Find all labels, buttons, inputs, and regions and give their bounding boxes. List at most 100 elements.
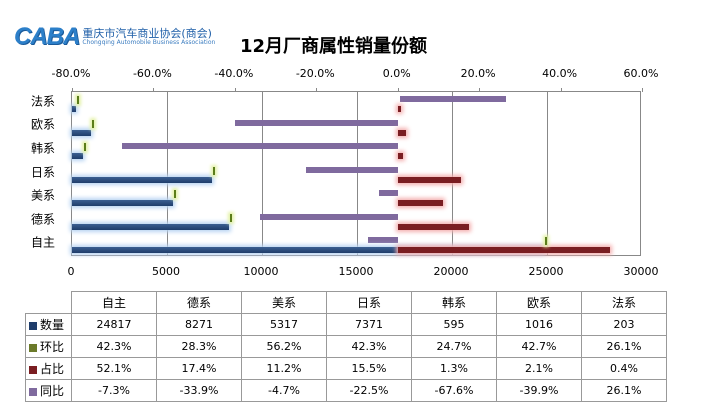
category-label: 法系: [31, 94, 56, 109]
table-cell: 11.2%: [241, 357, 327, 380]
table-corner: [25, 291, 72, 314]
top-axis-tick: [316, 88, 318, 92]
share-bar: [397, 129, 407, 136]
count-bar: [72, 200, 174, 207]
caba-logo: CABA 重庆市汽车商业协会(商会) Chongqing Automobile …: [14, 23, 216, 50]
top-axis-tick-label: 0.0%: [382, 67, 411, 80]
table-cell: 203: [581, 313, 667, 336]
gridline: [357, 92, 358, 255]
bottom-axis-tick-label: 5000: [152, 265, 180, 278]
table-cell: 595: [411, 313, 497, 336]
gridline: [262, 92, 263, 255]
category-label: 自主: [31, 235, 56, 250]
bottom-axis-tick-label: 25000: [528, 265, 564, 278]
bottom-axis-tick-label: 20000: [433, 265, 469, 278]
table-cell: 52.1%: [71, 357, 157, 380]
table-row-header: 环比: [25, 335, 72, 358]
category-label: 日系: [31, 165, 56, 179]
bottom-axis-tick-label: 10000: [243, 265, 279, 278]
table-cell: 42.7%: [496, 335, 582, 358]
share-bar: [397, 200, 444, 207]
legend-swatch-icon: [29, 321, 37, 330]
count-bar: [72, 176, 213, 183]
table-cell: 8271: [156, 313, 242, 336]
table-row: 数量 24817 8271 5317 7371 595 1016 203: [25, 313, 667, 336]
table-cell: 28.3%: [156, 335, 242, 358]
top-axis-tick-label: 20.0%: [460, 67, 496, 80]
table-cell: 42.3%: [326, 335, 412, 358]
table-cell: 7371: [326, 313, 412, 336]
top-axis-tick-label: -80.0%: [51, 67, 91, 80]
count-bar: [72, 247, 544, 254]
mom-marker: [92, 119, 95, 128]
table-cell: 56.2%: [241, 335, 327, 358]
table-column-header: 德系: [156, 291, 242, 314]
yoy-bar: [122, 143, 398, 150]
table-cell: 2.1%: [496, 357, 582, 380]
table-column-header: 自主: [71, 291, 157, 314]
top-axis-tick-label: 60.0%: [623, 67, 659, 80]
top-axis-tick: [397, 88, 399, 92]
data-table: 自主 德系 美系 日系 韩系 欧系 法系 数量 24817 8271 5317 7371 595 101…: [25, 291, 667, 402]
table-cell: 24.7%: [411, 335, 497, 358]
share-bar: [397, 223, 469, 230]
table-cell: -33.9%: [156, 379, 242, 402]
top-axis-tick: [560, 88, 562, 92]
bottom-axis-tick-label: 15000: [338, 265, 374, 278]
table-cell: 1.3%: [411, 357, 497, 380]
table-cell: 5317: [241, 313, 327, 336]
yoy-bar: [306, 166, 398, 173]
table-column-header: 韩系: [411, 291, 497, 314]
table-row-header: 同比: [25, 379, 72, 402]
top-axis-tick: [234, 88, 236, 92]
share-bar: [397, 153, 403, 160]
mom-marker: [174, 190, 177, 199]
gridline: [167, 92, 168, 255]
count-bar: [72, 153, 84, 160]
table-row-header: 占比: [25, 357, 72, 380]
yoy-bar: [259, 213, 398, 220]
table-cell: 17.4%: [156, 357, 242, 380]
table-cell: 0.4%: [581, 357, 667, 380]
share-bar: [397, 247, 610, 254]
bottom-axis-tick-label: 30000: [623, 265, 659, 278]
chart-title: 12月厂商属性销量份额: [240, 36, 428, 57]
top-axis-tick: [479, 88, 481, 92]
top-axis-tick: [642, 88, 643, 92]
yoy-bar: [235, 119, 398, 126]
table-cell: 26.1%: [581, 335, 667, 358]
legend-swatch-icon: [29, 343, 37, 352]
legend-swatch-icon: [29, 365, 37, 374]
mom-marker: [84, 143, 87, 152]
top-axis-tick-label: -20.0%: [295, 67, 335, 80]
table-cell: 42.3%: [71, 335, 157, 358]
top-axis-tick-label: -60.0%: [132, 67, 172, 80]
mom-marker: [213, 166, 216, 175]
mom-marker: [544, 237, 547, 246]
yoy-bar: [367, 237, 398, 244]
table-row: 同比 -7.3% -33.9% -4.7% -22.5% -67.6% -39.9% 26.1…: [25, 379, 667, 402]
gridline: [547, 92, 548, 255]
count-bar: [72, 129, 92, 136]
top-axis-tick: [72, 88, 73, 92]
table-cell: 1016: [496, 313, 582, 336]
table-cell: 15.5%: [326, 357, 412, 380]
plot-area: [71, 88, 643, 256]
top-axis-tick-label: -40.0%: [214, 67, 254, 80]
logo-english-name: Chongqing Automobile Business Associatio…: [82, 39, 216, 46]
table-column-header: 欧系: [496, 291, 582, 314]
table-cell: -7.3%: [71, 379, 157, 402]
table-column-header: 美系: [241, 291, 327, 314]
count-bar: [72, 106, 76, 112]
legend-swatch-icon: [29, 387, 37, 396]
logo-chinese-name: 重庆市汽车商业协会(商会): [82, 27, 212, 40]
share-bar: [397, 176, 461, 183]
table-column-header: 法系: [581, 291, 667, 314]
share-bar: [397, 106, 401, 112]
category-label: 美系: [31, 188, 56, 203]
bottom-axis-tick-label: 0: [67, 265, 75, 278]
table-cell: -39.9%: [496, 379, 582, 402]
yoy-bar: [399, 96, 506, 102]
mom-marker: [230, 213, 233, 222]
table-cell: -22.5%: [326, 379, 412, 402]
